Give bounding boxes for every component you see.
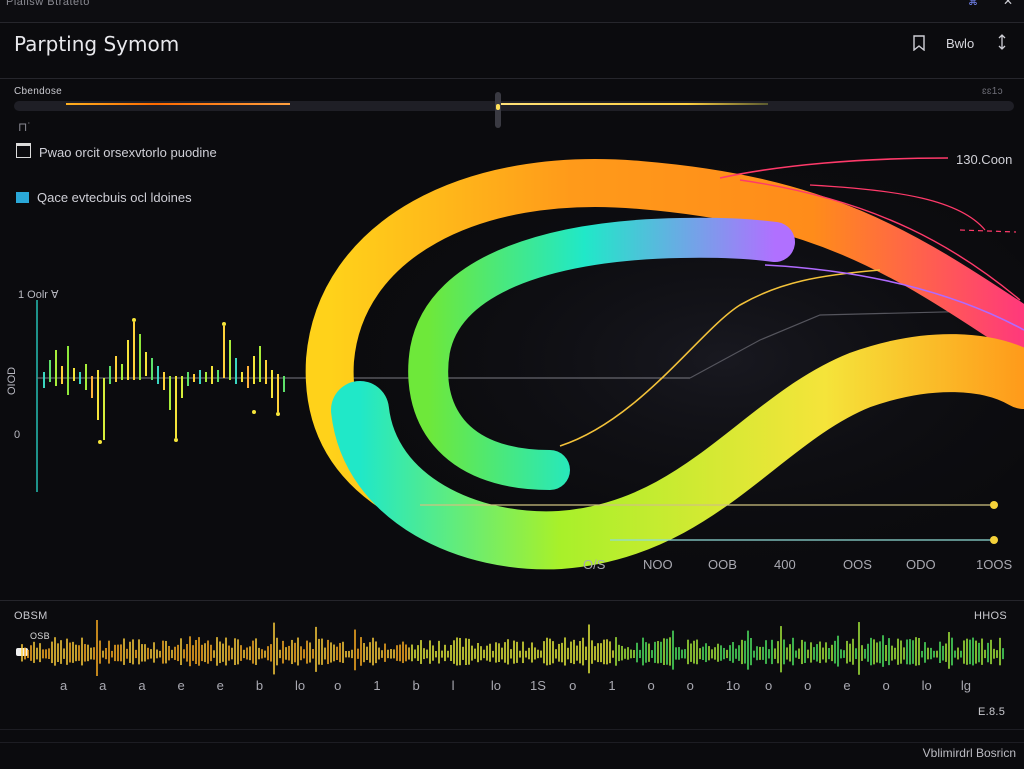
- header-button[interactable]: Bwlo: [946, 36, 975, 51]
- bottom-x-tick: b: [255, 678, 264, 693]
- bottom-x-tick: a: [138, 678, 146, 693]
- x-tick: NOO: [643, 557, 673, 572]
- footer-bar: Vblimirdrl Bosricn: [0, 742, 1024, 769]
- y-axis-low-label: 0: [14, 429, 21, 441]
- y-axis-top-label: 1 Oolr ∀: [18, 289, 59, 301]
- cube-icon: [16, 192, 29, 203]
- slider-fill-secondary: [498, 103, 768, 105]
- bottom-x-tick: e: [177, 678, 185, 693]
- slider-label: Cbendose: [14, 86, 62, 97]
- app-header: Parpting Symom Bwlo: [0, 22, 1024, 79]
- x-tick: O/S: [583, 557, 606, 572]
- legend-label-2: Qace evtecbuis ocl ldoines: [37, 190, 192, 205]
- slider-handle[interactable]: [495, 92, 501, 128]
- bottom-x-tick: o: [804, 678, 812, 693]
- bottom-x-tick: e: [216, 678, 224, 693]
- bottom-x-tick: o: [765, 678, 773, 693]
- slider-right-label: ɛɛ1ɔ: [982, 86, 1003, 97]
- folder-icon: [16, 143, 31, 158]
- bottom-x-tick: o: [686, 678, 694, 693]
- x-tick: OOB: [708, 557, 737, 572]
- command-icon[interactable]: ⌘: [968, 0, 978, 8]
- bottom-chart-left-label: OBSM: [14, 610, 48, 622]
- legend-row-1[interactable]: Pwao orcit orsexvtorlo puodine: [16, 143, 217, 160]
- bottom-chart-inner-label: OSB: [30, 631, 50, 641]
- close-icon[interactable]: ✕: [1003, 0, 1014, 8]
- bottom-x-tick: lo: [295, 678, 306, 693]
- slider-fill-primary: [66, 103, 290, 105]
- x-tick: OOS: [843, 557, 872, 572]
- bottom-x-tick: o: [647, 678, 655, 693]
- legend-label-1: Pwao orcit orsexvtorlo puodine: [39, 145, 217, 160]
- main-visualization: [36, 130, 1024, 590]
- right-annotation: 130.Coon: [956, 152, 1013, 167]
- page-title: Parpting Symom: [14, 32, 180, 56]
- bottom-x-tick: e: [843, 678, 851, 693]
- bottom-x-tick: l: [451, 678, 455, 693]
- bookmark-icon[interactable]: [912, 35, 928, 52]
- window-strip-text: Plaiisw Btrateto: [6, 0, 90, 8]
- bottom-waveform: [20, 620, 1008, 676]
- bottom-x-tick: o: [334, 678, 342, 693]
- bottom-x-tick: b: [412, 678, 420, 693]
- slider-min-marker: ⊓˙: [18, 120, 32, 134]
- sort-arrows-icon[interactable]: [997, 34, 1007, 53]
- bottom-x-tick: 1: [608, 678, 616, 693]
- bottom-corner-value: E.8.5: [978, 706, 1006, 718]
- legend-row-2[interactable]: Qace evtecbuis ocl ldoines: [16, 190, 192, 205]
- bottom-x-tick: a: [99, 678, 107, 693]
- bottom-x-ticks: a a a e e b lo o 1 b l lo 1S o 1 o o 1o o o e o lo lg: [60, 678, 1010, 698]
- x-tick: ODO: [906, 557, 936, 572]
- window-top-strip: Plaiisw Btrateto ⌘ ✕: [0, 0, 1024, 23]
- bottom-x-tick: 1: [373, 678, 381, 693]
- bottom-x-tick: o: [569, 678, 577, 693]
- bottom-x-tick: lo: [921, 678, 932, 693]
- bottom-chart-right-label: HHOS: [974, 610, 1007, 622]
- x-tick: 400: [774, 557, 796, 572]
- bottom-x-tick: a: [60, 678, 68, 693]
- bottom-x-tick: lg: [960, 678, 971, 693]
- range-slider-track[interactable]: [14, 101, 1014, 111]
- footer-text: Vblimirdrl Bosricn: [922, 746, 1016, 760]
- bottom-chart-panel: [0, 600, 1024, 730]
- bottom-x-tick: 1o: [725, 678, 741, 693]
- bottom-x-tick: lo: [490, 678, 501, 693]
- x-tick: 1OOS: [976, 557, 1013, 572]
- bottom-x-tick: 1S: [530, 678, 546, 693]
- bottom-x-tick: o: [882, 678, 890, 693]
